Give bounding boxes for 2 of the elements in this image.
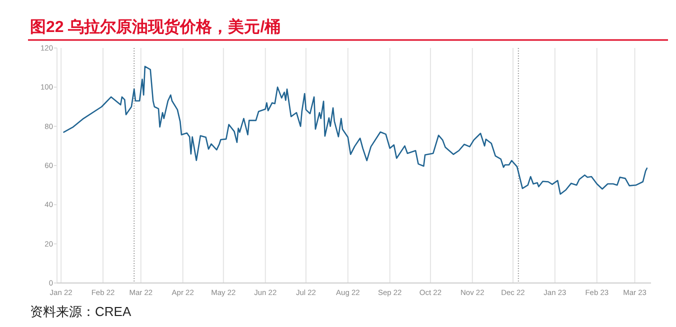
text: 资料来源：CREA <box>30 304 132 319</box>
chart-title: 图22 乌拉尔原油现货价格，美元/桶 <box>30 17 281 36</box>
